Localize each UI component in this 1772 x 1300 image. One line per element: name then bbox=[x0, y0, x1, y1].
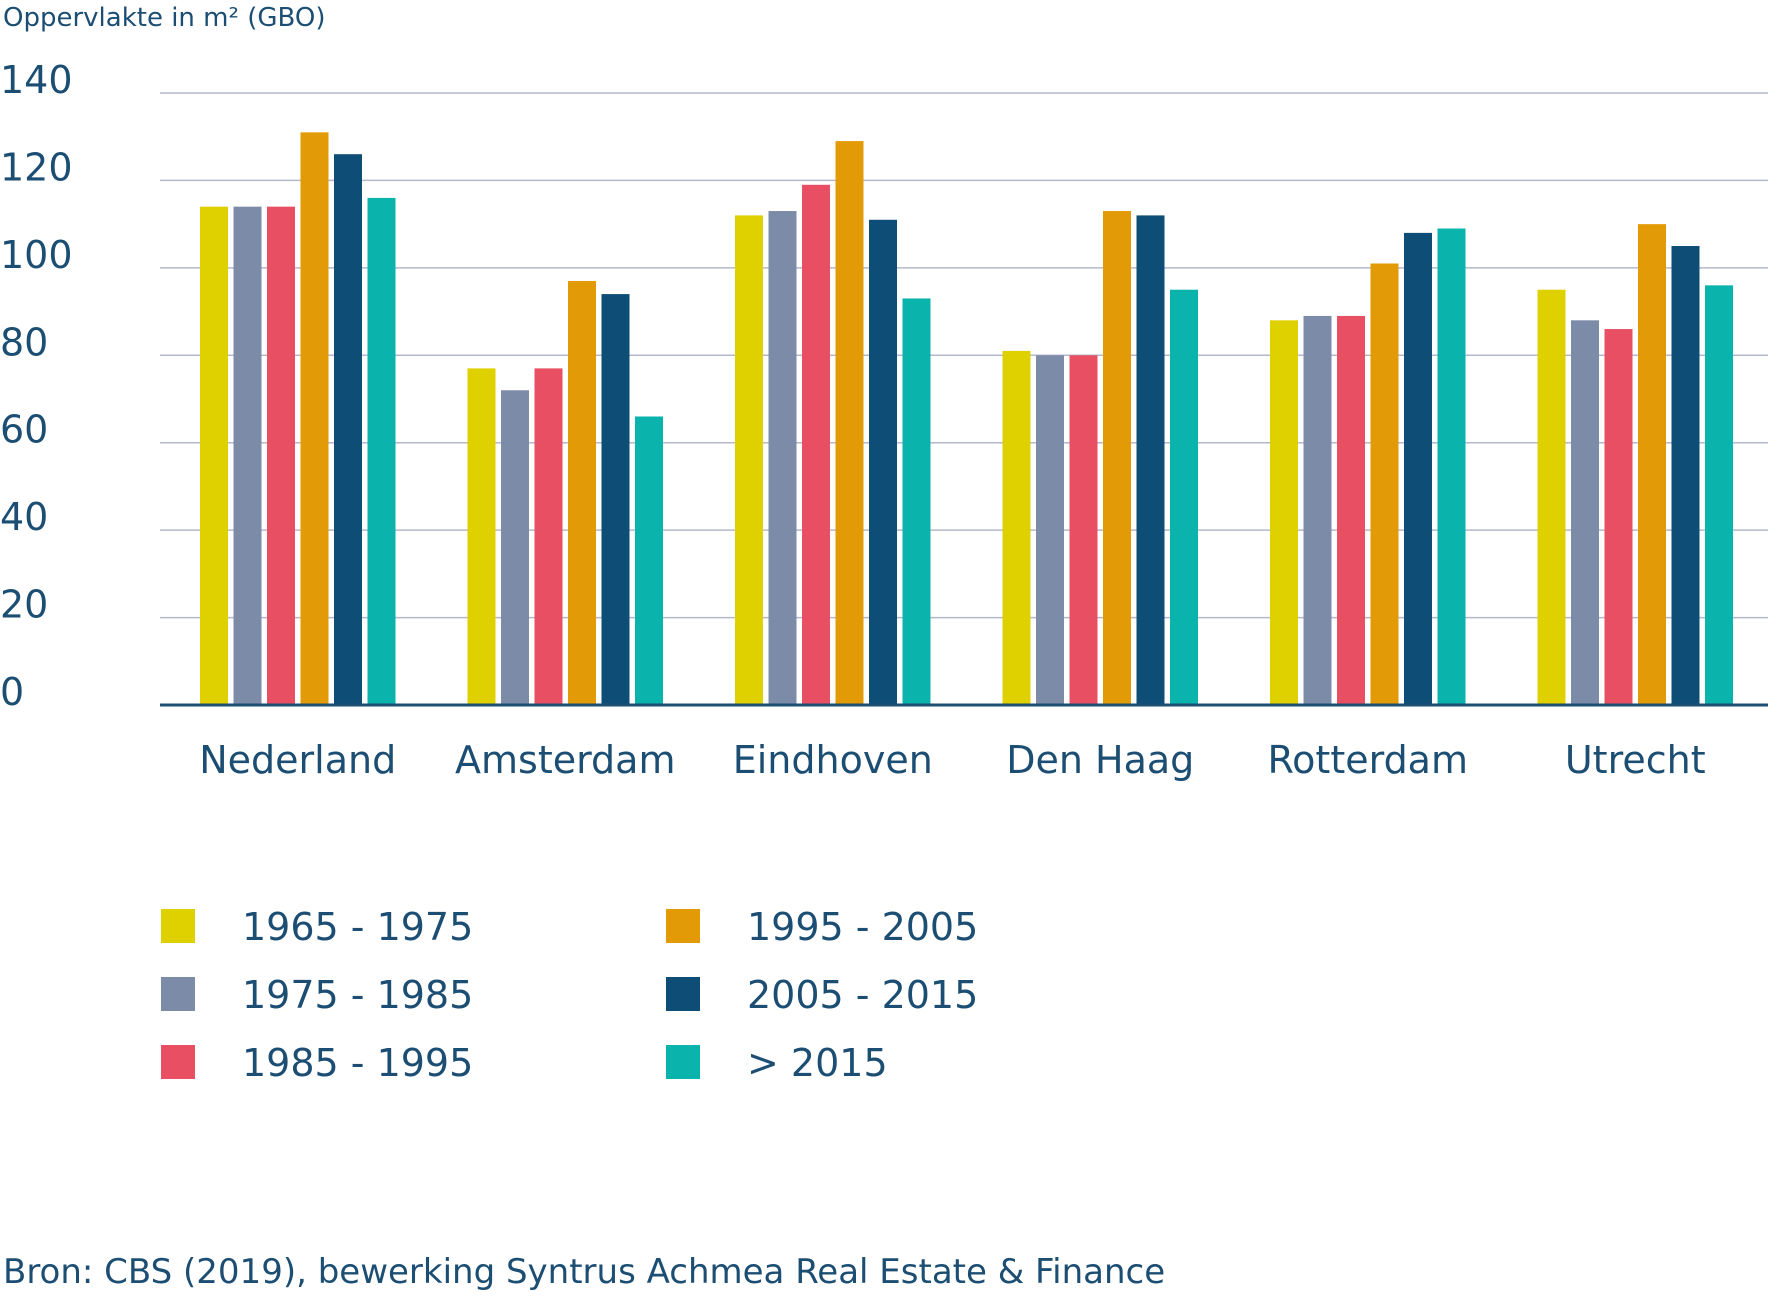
bar-rotterdam-6 bbox=[1437, 228, 1466, 705]
bar-eindhoven-2 bbox=[768, 211, 797, 705]
legend-label: 1985 - 1995 bbox=[242, 1041, 473, 1085]
category-label: Amsterdam bbox=[455, 738, 675, 782]
bar-eindhoven-6 bbox=[902, 298, 931, 705]
bar-nederland-3 bbox=[267, 206, 295, 705]
bar-amsterdam-2 bbox=[501, 390, 529, 705]
legend-label: 1965 - 1975 bbox=[242, 905, 473, 949]
bar-utrecht-1 bbox=[1537, 289, 1566, 705]
y-tick-label: 100 bbox=[0, 233, 73, 277]
bar-amsterdam-6 bbox=[635, 416, 663, 705]
bar-den-haag-1 bbox=[1002, 350, 1031, 705]
bar-amsterdam-4 bbox=[568, 280, 596, 705]
bar-amsterdam-1 bbox=[467, 368, 496, 705]
legend-label: 1975 - 1985 bbox=[242, 973, 473, 1017]
legend-label: 1995 - 2005 bbox=[747, 905, 978, 949]
bar-amsterdam-5 bbox=[601, 294, 630, 705]
bar-eindhoven-1 bbox=[735, 215, 763, 705]
y-tick-label: 120 bbox=[0, 145, 73, 189]
y-tick-label: 60 bbox=[0, 408, 48, 452]
legend: 1965 - 1975 1975 - 1985 1985 - 1995 1995 - … bbox=[161, 905, 978, 1085]
bar-nederland-1 bbox=[200, 206, 228, 705]
bar-amsterdam-3 bbox=[534, 368, 563, 705]
y-tick-label: 0 bbox=[0, 670, 24, 714]
bar-eindhoven-5 bbox=[869, 219, 897, 705]
bar-utrecht-2 bbox=[1571, 320, 1599, 705]
bar-rotterdam-5 bbox=[1404, 232, 1432, 705]
y-tick-label: 80 bbox=[0, 320, 48, 364]
bar-utrecht-4 bbox=[1638, 224, 1666, 705]
bar-eindhoven-3 bbox=[802, 184, 830, 706]
bar-den-haag-3 bbox=[1069, 355, 1098, 705]
category-label: Rotterdam bbox=[1267, 738, 1468, 782]
bar-den-haag-6 bbox=[1170, 289, 1198, 705]
category-label: Den Haag bbox=[1006, 738, 1194, 782]
legend-label: > 2015 bbox=[747, 1041, 888, 1085]
bar-rotterdam-2 bbox=[1303, 315, 1332, 705]
bar-nederland-6 bbox=[367, 197, 396, 705]
bar-eindhoven-4 bbox=[835, 141, 864, 706]
bar-nederland-4 bbox=[300, 132, 329, 706]
bar-den-haag-2 bbox=[1036, 355, 1064, 705]
bar-rotterdam-1 bbox=[1270, 320, 1298, 705]
bar-rotterdam-4 bbox=[1370, 263, 1399, 705]
y-tick-label: 140 bbox=[0, 58, 73, 102]
bar-den-haag-5 bbox=[1136, 215, 1165, 705]
bar-den-haag-4 bbox=[1103, 211, 1131, 705]
legend-swatch bbox=[161, 1045, 195, 1079]
legend-swatch bbox=[161, 977, 195, 1011]
bar-rotterdam-3 bbox=[1337, 315, 1365, 705]
category-labels: Nederland Amsterdam Eindhoven Den Haag Rotte… bbox=[199, 738, 1705, 782]
bar-utrecht-5 bbox=[1671, 246, 1700, 705]
y-tick-labels: 0 20 40 60 80 100 120 140 bbox=[0, 58, 73, 714]
bar-utrecht-3 bbox=[1604, 329, 1633, 705]
legend-swatch bbox=[666, 1045, 700, 1079]
category-label: Eindhoven bbox=[733, 738, 933, 782]
y-axis-label: Oppervlakte in m² (GBO) bbox=[3, 3, 325, 33]
legend-swatch bbox=[666, 909, 700, 943]
y-tick-label: 40 bbox=[0, 495, 48, 539]
source-note: Bron: CBS (2019), bewerking Syntrus Achm… bbox=[3, 1252, 1165, 1292]
legend-swatch bbox=[666, 977, 700, 1011]
category-label: Utrecht bbox=[1565, 738, 1706, 782]
gridlines bbox=[160, 92, 1768, 619]
bar-nederland-5 bbox=[334, 154, 362, 705]
y-tick-label: 20 bbox=[0, 583, 48, 627]
bar-utrecht-6 bbox=[1705, 285, 1733, 705]
category-label: Nederland bbox=[199, 738, 396, 782]
bar-nederland-2 bbox=[233, 206, 262, 705]
legend-swatch bbox=[161, 909, 195, 943]
bars bbox=[200, 132, 1733, 706]
legend-label: 2005 - 2015 bbox=[747, 973, 978, 1017]
